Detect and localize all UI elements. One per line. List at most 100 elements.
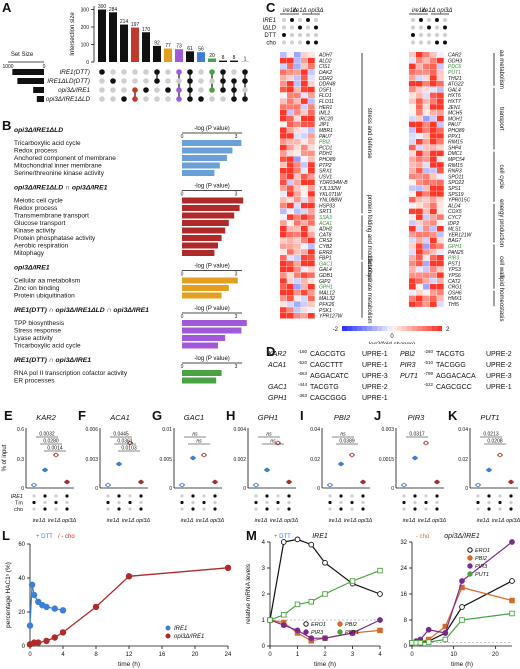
heatmap-cell: [430, 284, 437, 290]
heatmap-cell: [280, 156, 287, 162]
heatmap-cell: [280, 214, 287, 220]
heatmap-cell: [437, 249, 444, 255]
axis-tick: 0: [181, 134, 184, 140]
gene-label: SSA3: [319, 215, 332, 221]
heatmap-cell: [308, 313, 315, 319]
matrix-dot: [99, 87, 105, 93]
heatmap-cell: [423, 220, 430, 226]
matrix-dot: [110, 96, 116, 102]
y-tick-label: 60: [18, 542, 25, 548]
series-point: [308, 541, 315, 548]
bar: [230, 60, 238, 62]
heatmap-cell: [294, 115, 301, 122]
data-point: [360, 479, 366, 485]
gene-label: PAN25: [448, 250, 464, 256]
group-title: IRE1(DTT) ∩ opi3Δ/IRE1: [14, 357, 91, 364]
legend-marker: [467, 563, 473, 569]
data-point: [412, 455, 418, 461]
condition-dot: [254, 507, 258, 511]
heatmap-cell: [409, 173, 416, 180]
go-bar: [182, 327, 242, 334]
promoter-position: -363: [298, 393, 308, 398]
condition-dot: [419, 25, 423, 30]
scale-swatch: [427, 326, 432, 331]
condition-dot: [298, 18, 302, 22]
heatmap-cell: [287, 266, 294, 273]
heatmap-cell: [437, 301, 444, 307]
heatmap-cell: [416, 110, 423, 116]
promoter-sequence: AGGACATC: [310, 373, 349, 380]
series-point: [442, 636, 449, 643]
heatmap-cell: [280, 231, 287, 238]
heatmap-cell: [294, 237, 301, 244]
gene-label: CRG1: [448, 285, 462, 291]
condition-dot: [202, 500, 206, 505]
go-term: Zinc ion binding: [14, 285, 60, 292]
p-value: 0.0208: [487, 439, 503, 445]
heatmap-cell: [437, 75, 444, 81]
bar: [131, 27, 139, 62]
col-header: ire1Δ: [412, 8, 426, 14]
heatmap-cell: [280, 115, 287, 122]
heatmap-cell: [308, 133, 315, 139]
heatmap-cell: [294, 162, 301, 168]
heatmap-cell: [287, 86, 294, 93]
condition-dot: [298, 40, 302, 45]
heatmap-cell: [409, 185, 416, 191]
heatmap-cell: [301, 208, 308, 215]
heatmap-cell: [287, 231, 294, 238]
y-tick-label: 24: [400, 566, 407, 572]
heatmap-cell: [409, 260, 416, 267]
x-group-label: ire1Δ opi3Δ: [418, 518, 447, 524]
series-point: [349, 630, 356, 636]
scale-swatch: [387, 326, 392, 331]
gene-label: YPS3: [448, 267, 461, 273]
legend-marker: [303, 629, 309, 635]
condition-dot: [287, 494, 291, 498]
matrix-dot: [132, 78, 138, 84]
panel-label-d: D: [266, 344, 276, 359]
go-bar: [182, 227, 226, 234]
gene-label: YER121W: [448, 232, 473, 238]
heatmap-cell: [287, 144, 294, 151]
heatmap-cell: [437, 52, 444, 58]
condition-dot: [427, 18, 431, 22]
legend-marker: [467, 555, 473, 561]
gene-label: MLS1: [448, 227, 461, 233]
heatmap-cell: [409, 63, 416, 70]
panel-label-l: L: [2, 528, 10, 543]
go-bar: [182, 235, 222, 241]
x-group-label: ire1Δ: [181, 518, 194, 524]
heatmap-cell: [430, 104, 437, 110]
gene-title: KAR2: [36, 413, 56, 422]
heatmap-cell: [416, 57, 423, 64]
gene-label: YPR015C: [448, 198, 471, 204]
y-tick-label: 0: [169, 486, 172, 492]
gene-label: DMC1: [448, 151, 462, 157]
matrix-dot: [187, 96, 193, 102]
heatmap-cell: [423, 260, 430, 267]
heatmap-cell: [308, 63, 315, 70]
condition-dot: [306, 25, 310, 30]
promoter-gene: PBI2: [400, 351, 415, 358]
condition-dot: [350, 500, 354, 505]
heatmap-cell: [308, 289, 315, 296]
matrix-dot: [231, 96, 237, 102]
heatmap-cell: [294, 214, 301, 220]
heatmap-cell: [416, 185, 423, 191]
heatmap-cell: [308, 139, 315, 145]
y-tick-label: 0: [262, 644, 266, 650]
data-point: [190, 455, 196, 461]
condition-dot: [361, 494, 365, 498]
heatmap-cell: [416, 260, 423, 267]
gene-label: MBR1: [319, 128, 333, 134]
axis-tick: 3: [235, 134, 238, 140]
axis-tick: 3: [235, 192, 238, 198]
heatmap-cell: [416, 139, 423, 145]
series-point: [322, 635, 328, 642]
gene-label: BAG7: [448, 238, 462, 244]
condition-dot: [65, 500, 69, 505]
condition-dot: [191, 494, 195, 498]
axis-label: -log (P value): [194, 126, 230, 132]
matrix-dot: [132, 69, 138, 75]
